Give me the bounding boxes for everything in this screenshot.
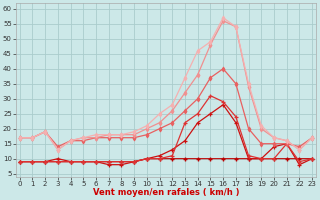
- X-axis label: Vent moyen/en rafales ( km/h ): Vent moyen/en rafales ( km/h ): [93, 188, 239, 197]
